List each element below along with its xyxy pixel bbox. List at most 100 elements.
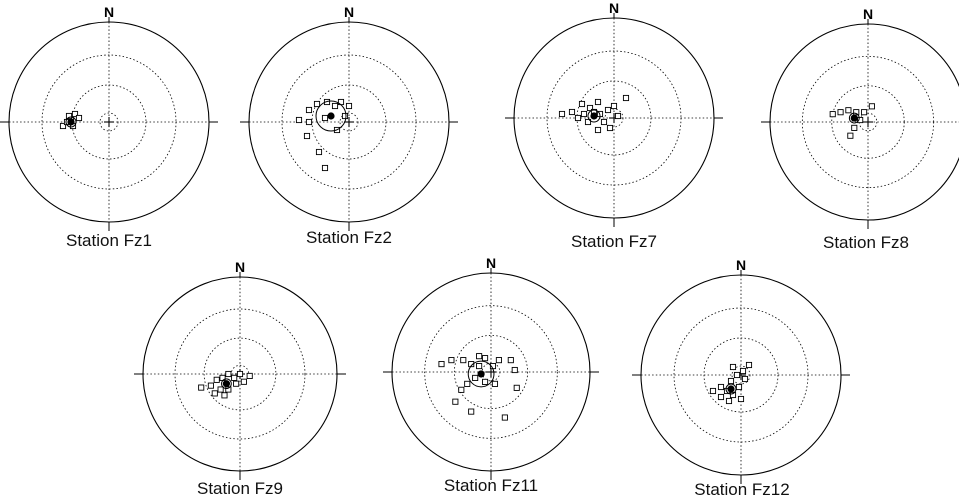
pole-marker xyxy=(482,378,489,385)
pole-marker xyxy=(321,114,329,122)
pole-marker xyxy=(513,384,520,391)
pole-marker xyxy=(853,109,860,116)
pole-marker xyxy=(729,363,737,371)
pole-marker xyxy=(246,372,253,379)
pole-marker xyxy=(507,357,514,364)
pole-marker xyxy=(468,408,475,415)
pole-marker xyxy=(345,102,353,110)
pole-marker xyxy=(313,100,321,108)
pole-marker xyxy=(198,384,205,391)
north-label: N xyxy=(235,259,245,275)
pole-marker xyxy=(65,112,73,120)
station-caption: Station Fz8 xyxy=(823,233,909,252)
pole-marker xyxy=(59,122,67,130)
pole-marker xyxy=(225,370,232,378)
pole-marker xyxy=(448,357,455,364)
pole-marker xyxy=(225,386,232,393)
pole-marker xyxy=(501,414,508,421)
pole-marker xyxy=(495,357,502,364)
mean-pole xyxy=(67,118,75,126)
confidence-cone xyxy=(587,109,601,123)
pole-marker xyxy=(847,132,854,139)
mean-pole xyxy=(727,385,735,393)
pole-marker xyxy=(610,102,618,110)
pole-marker xyxy=(727,377,735,385)
station-caption: Station Fz7 xyxy=(571,232,657,251)
pole-marker xyxy=(464,380,471,387)
pole-marker xyxy=(305,118,313,126)
pole-marker xyxy=(207,382,214,389)
pole-marker xyxy=(622,94,630,102)
pole-marker xyxy=(468,361,475,368)
confidence-cone xyxy=(221,378,232,390)
pole-marker xyxy=(725,397,733,405)
pole-marker xyxy=(71,110,79,118)
inclination-ring-3 xyxy=(99,112,119,132)
pole-marker xyxy=(574,114,582,122)
pole-marker xyxy=(861,109,868,116)
pole-marker xyxy=(584,118,592,126)
station-caption: Station Fz2 xyxy=(306,228,392,247)
pole-marker xyxy=(240,378,247,385)
stereonet-fz12: N Station Fz12 xyxy=(632,257,850,499)
inclination-ring-1 xyxy=(424,305,558,439)
pole-marker xyxy=(845,107,852,114)
pole-marker xyxy=(341,112,349,120)
station-caption: Station Fz1 xyxy=(66,231,152,250)
mean-pole xyxy=(590,112,598,120)
pole-marker xyxy=(211,390,218,397)
pole-marker xyxy=(233,380,240,387)
pole-marker xyxy=(511,366,518,374)
pole-marker xyxy=(331,102,339,110)
pole-marker xyxy=(303,132,311,140)
north-label: N xyxy=(104,4,114,20)
pole-marker xyxy=(305,106,313,114)
stereonet-fz11: N Station Fz11 xyxy=(383,255,599,495)
pole-marker xyxy=(606,124,614,132)
stereonet-fz8: N Station Fz8 xyxy=(761,6,959,252)
pole-marker xyxy=(75,114,83,122)
pole-marker xyxy=(741,375,749,383)
pole-marker xyxy=(600,118,608,126)
pole-marker xyxy=(315,148,323,156)
north-label: N xyxy=(344,4,354,20)
confidence-cone xyxy=(848,112,860,124)
mean-pole xyxy=(327,112,335,120)
pole-marker xyxy=(614,112,622,120)
pole-marker xyxy=(580,110,588,118)
pole-marker xyxy=(476,363,483,370)
pole-marker xyxy=(733,371,741,379)
stereonet-fz9: N Station Fz9 xyxy=(134,259,346,498)
pole-marker xyxy=(460,357,467,364)
pole-marker xyxy=(231,374,238,381)
pole-marker xyxy=(837,109,844,116)
pole-marker xyxy=(594,126,602,134)
pole-marker xyxy=(717,393,725,401)
north-label: N xyxy=(609,0,619,16)
pole-marker xyxy=(491,380,499,387)
confidence-cone xyxy=(65,116,77,128)
pole-marker xyxy=(476,353,483,360)
inclination-ring-3 xyxy=(731,365,751,385)
pole-marker xyxy=(213,376,220,383)
inclination-ring-3 xyxy=(339,112,359,132)
confidence-cone xyxy=(467,360,495,388)
north-label: N xyxy=(486,255,496,271)
pole-marker xyxy=(452,398,459,405)
pole-marker xyxy=(739,367,747,375)
confidence-cone xyxy=(315,100,347,132)
north-label: N xyxy=(736,257,746,273)
pole-marker xyxy=(472,374,479,381)
pole-marker xyxy=(236,370,244,378)
station-caption: Station Fz12 xyxy=(694,480,789,499)
pole-marker xyxy=(586,104,594,112)
stereonet-fz7: N Station Fz7 xyxy=(505,0,723,251)
pole-marker xyxy=(829,111,836,118)
pole-marker xyxy=(221,392,228,399)
pole-marker xyxy=(295,116,303,124)
pole-marker xyxy=(868,103,875,110)
pole-marker xyxy=(709,387,717,395)
pole-marker xyxy=(438,361,445,368)
inclination-ring-2 xyxy=(203,337,277,411)
pole-marker xyxy=(857,116,864,124)
